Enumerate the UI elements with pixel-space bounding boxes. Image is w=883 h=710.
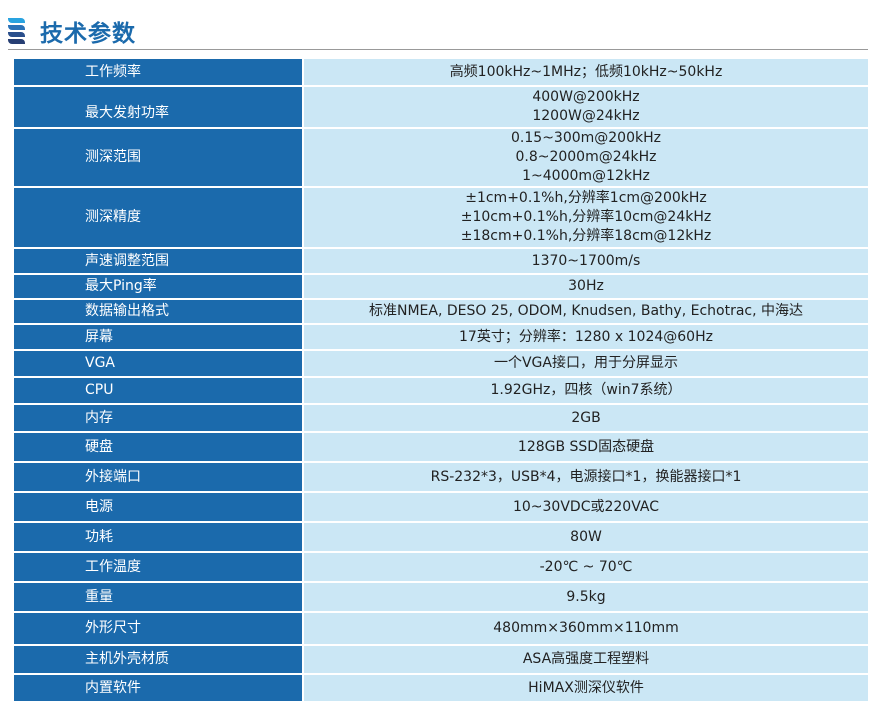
- spec-value: 0.15~300m@200kHz 0.8~2000m@24kHz 1~4000m@1…: [303, 128, 868, 188]
- spec-value: 10~30VDC或220VAC: [303, 492, 868, 523]
- spec-value-line: 1200W@24kHz: [532, 108, 640, 124]
- spec-table: 工作频率 高频100kHz~1MHz；低频10kHz~50kHz 最大发射功率 400…: [14, 59, 868, 703]
- spec-label: 外形尺寸: [14, 612, 304, 646]
- spec-value-line: 一个VGA接口，用于分屏显示: [493, 355, 678, 371]
- spec-value-line: HiMAX测深仪软件: [528, 679, 644, 696]
- spec-value-line: 标准NMEA, DESO 25, ODOM, Knudsen, Bathy, E…: [369, 303, 803, 319]
- spec-value-line: 80W: [570, 528, 602, 545]
- spec-label: VGA: [14, 350, 304, 378]
- spec-label: 声速调整范围: [14, 248, 304, 275]
- spec-label: 外接端口: [14, 462, 304, 493]
- spec-label: 工作频率: [14, 59, 304, 87]
- spec-value-line: 0.8~2000m@24kHz: [515, 149, 657, 165]
- spec-value-line: 400W@200kHz: [532, 89, 640, 105]
- section-header: 技术参数: [8, 14, 136, 48]
- spec-label: 工作温度: [14, 552, 304, 583]
- spec-label: 测深精度: [14, 187, 304, 249]
- spec-value-line: 10~30VDC或220VAC: [512, 498, 659, 515]
- spec-row: 工作频率 高频100kHz~1MHz；低频10kHz~50kHz: [14, 59, 868, 87]
- spec-value-line: 30Hz: [568, 278, 604, 294]
- spec-value-line: 0.15~300m@200kHz: [511, 130, 661, 146]
- spec-value-line: 9.5kg: [566, 588, 606, 605]
- spec-label: 内存: [14, 404, 304, 433]
- spec-label: 数据输出格式: [14, 299, 304, 325]
- spec-row: 主机外壳材质 ASA高强度工程塑料: [14, 645, 868, 675]
- spec-value: 1370~1700m/s: [303, 248, 868, 275]
- spec-row: 测深精度 ±1cm+0.1%h,分辨率1cm@200kHz ±10cm+0.1%h,…: [14, 187, 868, 249]
- spec-row: 工作温度 -20℃ ~ 70℃: [14, 552, 868, 583]
- spec-label: 主机外壳材质: [14, 645, 304, 675]
- spec-label: 重量: [14, 582, 304, 613]
- spec-label: 功耗: [14, 522, 304, 553]
- spec-value: 标准NMEA, DESO 25, ODOM, Knudsen, Bathy, E…: [303, 299, 868, 325]
- spec-row: 数据输出格式 标准NMEA, DESO 25, ODOM, Knudsen, Ba…: [14, 299, 868, 325]
- spec-label: 硬盘: [14, 432, 304, 463]
- spec-value: 1.92GHz，四核（win7系统）: [303, 377, 868, 405]
- spec-label: 最大Ping率: [14, 274, 304, 300]
- spec-row: 外形尺寸 480mm×360mm×110mm: [14, 612, 868, 646]
- spec-value-line: -20℃ ~ 70℃: [539, 558, 633, 575]
- spec-value: 400W@200kHz 1200W@24kHz: [303, 86, 868, 129]
- spec-label: 最大发射功率: [14, 86, 304, 129]
- spec-row: 功耗 80W: [14, 522, 868, 553]
- spec-row: 内置软件 HiMAX测深仪软件: [14, 674, 868, 703]
- spec-value: 128GB SSD固态硬盘: [303, 432, 868, 463]
- spec-value: 480mm×360mm×110mm: [303, 612, 868, 646]
- spec-value: ±1cm+0.1%h,分辨率1cm@200kHz ±10cm+0.1%h,分辨率1…: [303, 187, 868, 249]
- spec-value: RS-232*3，USB*4，电源接口*1，换能器接口*1: [303, 462, 868, 493]
- page-title: 技术参数: [40, 21, 136, 47]
- spec-row: 最大Ping率 30Hz: [14, 274, 868, 300]
- spec-label: 测深范围: [14, 128, 304, 188]
- spec-row: 电源 10~30VDC或220VAC: [14, 492, 868, 523]
- spec-value: 2GB: [303, 404, 868, 433]
- spec-label: 屏幕: [14, 324, 304, 351]
- spec-value-line: 2GB: [571, 409, 601, 426]
- spec-value-line: 1~4000m@12kHz: [522, 168, 650, 184]
- spec-value-line: RS-232*3，USB*4，电源接口*1，换能器接口*1: [430, 468, 742, 485]
- spec-row: CPU 1.92GHz，四核（win7系统）: [14, 377, 868, 405]
- spec-row: 重量 9.5kg: [14, 582, 868, 613]
- spec-value: 9.5kg: [303, 582, 868, 613]
- spec-row: 外接端口 RS-232*3，USB*4，电源接口*1，换能器接口*1: [14, 462, 868, 493]
- spec-row: 屏幕 17英寸；分辨率：1280 x 1024@60Hz: [14, 324, 868, 351]
- spec-value: HiMAX测深仪软件: [303, 674, 868, 703]
- spec-row: 声速调整范围 1370~1700m/s: [14, 248, 868, 275]
- spec-value: 一个VGA接口，用于分屏显示: [303, 350, 868, 378]
- spec-row: 内存 2GB: [14, 404, 868, 433]
- spec-label: 内置软件: [14, 674, 304, 703]
- spec-value: 80W: [303, 522, 868, 553]
- spec-value-line: 1370~1700m/s: [531, 252, 641, 269]
- spec-value-line: 480mm×360mm×110mm: [493, 620, 679, 636]
- spec-row: 最大发射功率 400W@200kHz 1200W@24kHz: [14, 86, 868, 129]
- spec-row: 硬盘 128GB SSD固态硬盘: [14, 432, 868, 463]
- spec-value: 30Hz: [303, 274, 868, 300]
- spec-value-line: ASA高强度工程塑料: [522, 651, 650, 667]
- spec-value-line: 17英寸；分辨率：1280 x 1024@60Hz: [459, 328, 713, 345]
- spec-value-line: ±10cm+0.1%h,分辨率10cm@24kHz: [460, 209, 712, 225]
- spec-row: 测深范围 0.15~300m@200kHz 0.8~2000m@24kHz 1~400…: [14, 128, 868, 188]
- spec-value: 17英寸；分辨率：1280 x 1024@60Hz: [303, 324, 868, 351]
- spec-value-line: ±1cm+0.1%h,分辨率1cm@200kHz: [465, 190, 707, 206]
- spec-value: -20℃ ~ 70℃: [303, 552, 868, 583]
- spec-value-line: 1.92GHz，四核（win7系统）: [490, 382, 682, 398]
- stripes-logo-icon: [8, 18, 25, 44]
- divider: [8, 49, 868, 50]
- spec-value-line: 高频100kHz~1MHz；低频10kHz~50kHz: [449, 63, 723, 80]
- spec-row: VGA 一个VGA接口，用于分屏显示: [14, 350, 868, 378]
- spec-label: 电源: [14, 492, 304, 523]
- spec-value-line: 128GB SSD固态硬盘: [517, 438, 655, 455]
- spec-value: 高频100kHz~1MHz；低频10kHz~50kHz: [303, 59, 868, 87]
- spec-value: ASA高强度工程塑料: [303, 645, 868, 675]
- spec-value-line: ±18cm+0.1%h,分辨率18cm@12kHz: [460, 228, 712, 244]
- spec-label: CPU: [14, 377, 304, 405]
